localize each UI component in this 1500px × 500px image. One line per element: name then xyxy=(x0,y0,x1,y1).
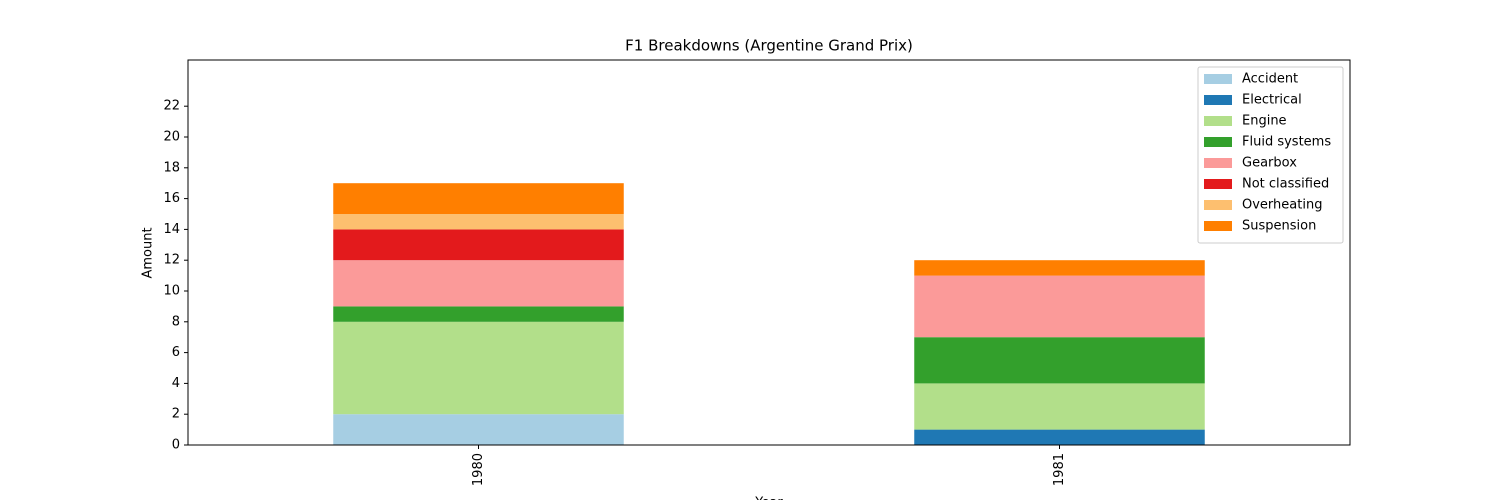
legend-swatch xyxy=(1204,158,1232,168)
y-tick-label: 20 xyxy=(163,130,180,145)
legend-swatch xyxy=(1204,200,1232,210)
legend-label: Gearbox xyxy=(1242,156,1297,171)
bar-segment xyxy=(333,183,624,214)
x-tick-label: 1981 xyxy=(1052,453,1067,486)
y-tick-label: 12 xyxy=(163,253,180,268)
bar-segment xyxy=(333,306,624,322)
y-tick-label: 0 xyxy=(172,438,180,453)
legend-swatch xyxy=(1204,74,1232,84)
y-tick-label: 22 xyxy=(163,99,180,114)
y-tick-label: 2 xyxy=(172,407,180,422)
bar-segment xyxy=(333,214,624,230)
legend-box xyxy=(1197,66,1344,244)
y-tick-label: 8 xyxy=(172,314,180,329)
legend-label: Accident xyxy=(1242,72,1298,87)
legend-label: Electrical xyxy=(1242,93,1302,108)
bar-segment xyxy=(333,414,624,445)
bar-segment xyxy=(333,321,624,415)
plot-frame xyxy=(187,59,1351,446)
bar-segment xyxy=(914,429,1205,445)
legend-label: Overheating xyxy=(1242,198,1322,213)
legend-label: Fluid systems xyxy=(1242,135,1331,150)
y-axis-label: Amount xyxy=(141,227,156,278)
legend-label: Not classified xyxy=(1242,177,1329,192)
bar-segment xyxy=(333,260,624,307)
y-tick-label: 4 xyxy=(172,376,180,391)
bar-segment xyxy=(914,260,1205,276)
bar-segment xyxy=(333,229,624,261)
x-axis-label: Year xyxy=(754,496,783,500)
x-tick-label: 1980 xyxy=(471,453,486,486)
legend-swatch xyxy=(1204,179,1232,189)
y-tick-label: 14 xyxy=(163,222,180,237)
y-tick-label: 6 xyxy=(172,345,180,360)
bar-segment xyxy=(914,383,1205,430)
legend-swatch xyxy=(1204,221,1232,231)
legend-swatch xyxy=(1204,137,1232,147)
legend-swatch xyxy=(1204,116,1232,126)
y-tick-label: 16 xyxy=(163,191,180,206)
chart-title: F1 Breakdowns (Argentine Grand Prix) xyxy=(625,37,913,55)
legend-swatch xyxy=(1204,95,1232,105)
bar-segment xyxy=(914,275,1205,338)
legend-label: Engine xyxy=(1242,114,1287,129)
y-tick-label: 18 xyxy=(163,160,180,175)
bar-segment xyxy=(914,337,1205,384)
y-tick-label: 10 xyxy=(163,284,180,299)
legend-label: Suspension xyxy=(1242,219,1316,234)
